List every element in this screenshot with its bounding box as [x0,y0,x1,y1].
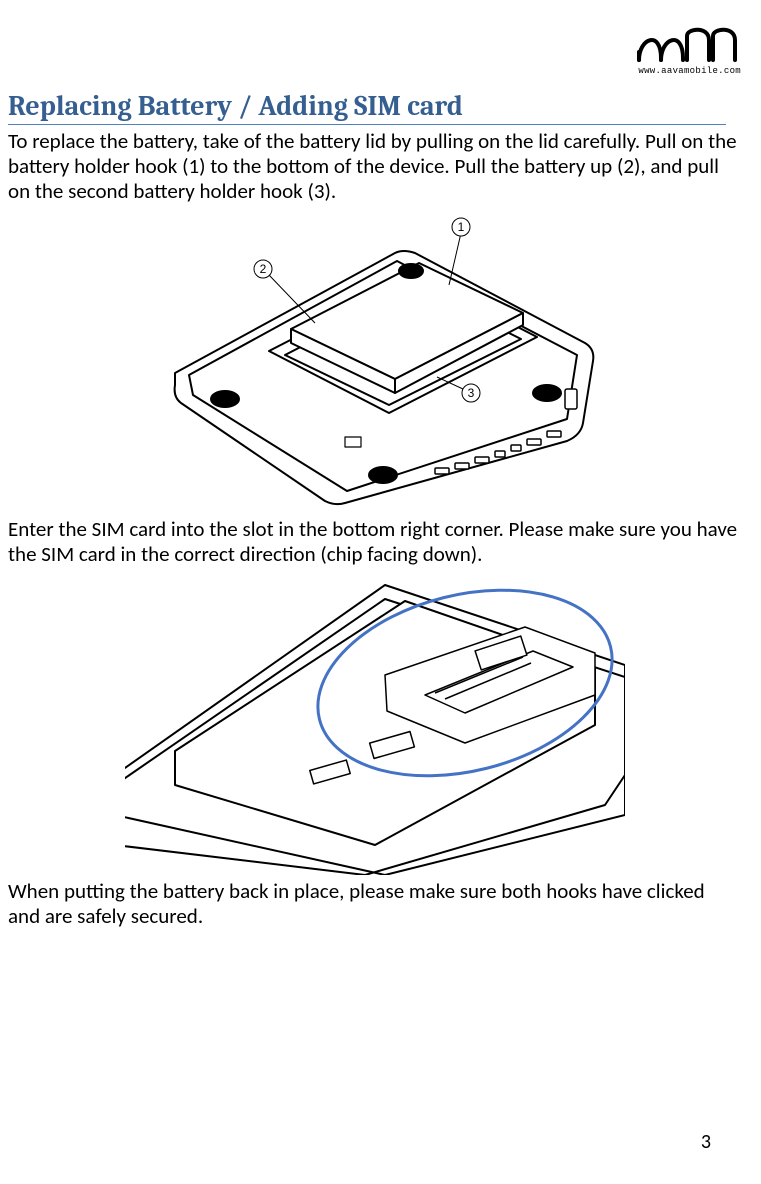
callout-2: 2 [259,262,266,276]
document-page: www.aavamobile.com Replacing Battery / A… [0,0,761,1184]
brand-logo: www.aavamobile.com [631,20,741,76]
paragraph-1: To replace the battery, take of the batt… [8,129,741,205]
logo-mark-icon [631,20,741,64]
callout-3: 3 [467,386,474,400]
paragraph-3: When putting the battery back in place, … [8,879,741,929]
page-content: Replacing Battery / Adding SIM card To r… [8,20,741,929]
paragraph-2: Enter the SIM card into the slot in the … [8,517,741,567]
sim-slot-diagram [125,575,625,875]
callout-1: 1 [457,220,464,234]
logo-url: www.aavamobile.com [631,66,741,76]
battery-diagram: 1 2 3 [135,213,615,513]
page-number: 3 [701,1130,711,1154]
page-title: Replacing Battery / Adding SIM card [8,90,726,125]
